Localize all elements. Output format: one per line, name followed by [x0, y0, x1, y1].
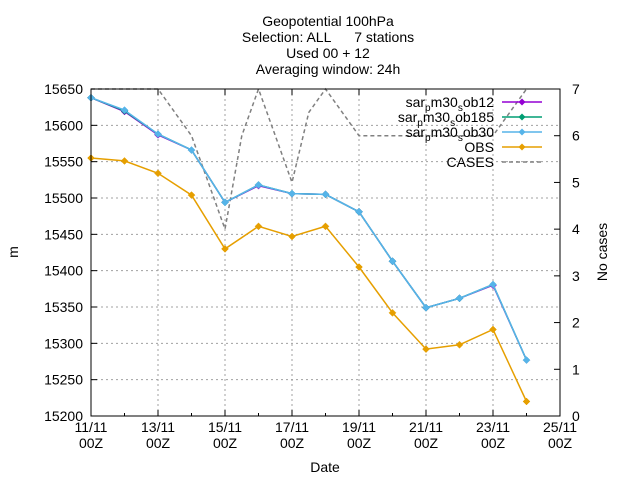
legend-label: sarpm30sob12 [406, 94, 495, 114]
y-tick-label: 15200 [44, 408, 83, 424]
data-point [288, 189, 296, 198]
legend-label: CASES [447, 154, 494, 170]
legend-label: OBS [464, 139, 494, 155]
y2-tick-label: 2 [572, 315, 580, 331]
x-tick-label: 25/11 [543, 419, 577, 435]
x-tick-label: 19/11 [342, 419, 376, 435]
legend-label: sarpm30sob30 [406, 124, 495, 144]
legend-marker [518, 128, 526, 136]
data-point [388, 308, 397, 317]
data-point [221, 198, 229, 207]
legend-marker [518, 113, 526, 121]
data-point [422, 345, 430, 354]
y-tick-label: 15500 [44, 190, 83, 206]
data-point [254, 181, 263, 189]
y2-tick-label: 7 [572, 81, 580, 97]
series-obs [87, 154, 531, 406]
legend-marker [518, 143, 526, 151]
y-tick-label: 15650 [44, 81, 83, 97]
x-tick-label: 17/11 [275, 419, 309, 435]
data-point [455, 294, 464, 303]
y-tick-label: 15400 [44, 263, 83, 279]
y2-tick-label: 5 [572, 174, 580, 190]
data-point [254, 222, 263, 231]
y-tick-label: 15600 [44, 117, 83, 133]
x-tick-label-time: 00Z [79, 435, 104, 451]
legend: sarpm30sob12sarpm30sob185sarpm30sob30OBS… [398, 94, 542, 170]
data-point [455, 340, 464, 349]
legend-marker [518, 98, 526, 106]
chart-title-line-2: Selection: ALL 7 stations [242, 29, 414, 45]
x-tick-label: 21/11 [409, 419, 443, 435]
x-tick-label: 23/11 [476, 419, 510, 435]
x-axis-label: Date [310, 459, 340, 475]
x-tick-label-time: 00Z [146, 435, 171, 451]
x-tick-label-time: 00Z [213, 435, 238, 451]
data-point [489, 280, 497, 289]
series-line [90, 157, 528, 402]
x-tick-label: 15/11 [208, 419, 242, 435]
y2-axis-label: No cases [594, 223, 610, 281]
y2-tick-label: 1 [572, 361, 580, 377]
y-tick-label: 15450 [44, 226, 83, 242]
y2-tick-label: 0 [572, 408, 580, 424]
y-tick-label: 15250 [44, 372, 83, 388]
y2-tick-label: 6 [572, 128, 580, 144]
y-tick-label: 15300 [44, 335, 83, 351]
x-tick-label: 13/11 [141, 419, 175, 435]
data-point [154, 130, 162, 138]
x-tick-label-time: 00Z [548, 435, 573, 451]
data-point [355, 263, 363, 271]
x-tick-label-time: 00Z [481, 435, 506, 451]
data-point [288, 232, 296, 241]
data-point [522, 397, 531, 406]
legend-label: sarpm30sob185 [398, 109, 494, 129]
chart-title-line-4: Averaging window: 24h [256, 61, 401, 77]
series-sar-pm30-sob30 [87, 93, 531, 364]
y-tick-label: 15550 [44, 154, 83, 170]
x-tick-label: 11/11 [75, 419, 108, 435]
y-axis-label: m [5, 246, 21, 258]
axes: 15200 15250 15300 15350 15400 15450 15500 15550… [44, 81, 580, 451]
data-point [355, 207, 363, 216]
data-point [221, 245, 229, 253]
data-point [388, 257, 397, 266]
grid [91, 89, 560, 416]
data-point [154, 169, 162, 178]
chart-title-line-3: Used 00 + 12 [286, 45, 370, 61]
data-point [187, 146, 196, 154]
data-point [120, 157, 129, 165]
chart-title: Geopotential 100hPa Selection: ALL 7 sta… [242, 13, 414, 77]
data-point [522, 356, 531, 364]
series-line [90, 96, 528, 361]
data-point [187, 191, 196, 199]
y2-tick-label: 3 [572, 268, 580, 284]
data-point [321, 222, 330, 231]
plot-frame [90, 88, 561, 417]
data-point [422, 303, 430, 312]
y-tick-label: 15350 [44, 299, 83, 315]
x-tick-label-time: 00Z [280, 435, 305, 451]
x-tick-label-time: 00Z [347, 435, 372, 451]
y2-tick-label: 4 [572, 221, 580, 237]
data-point [489, 325, 497, 334]
chart-title-line-1: Geopotential 100hPa [262, 13, 394, 29]
data-point [321, 190, 330, 199]
data-point [120, 106, 129, 114]
x-tick-label-time: 00Z [414, 435, 439, 451]
